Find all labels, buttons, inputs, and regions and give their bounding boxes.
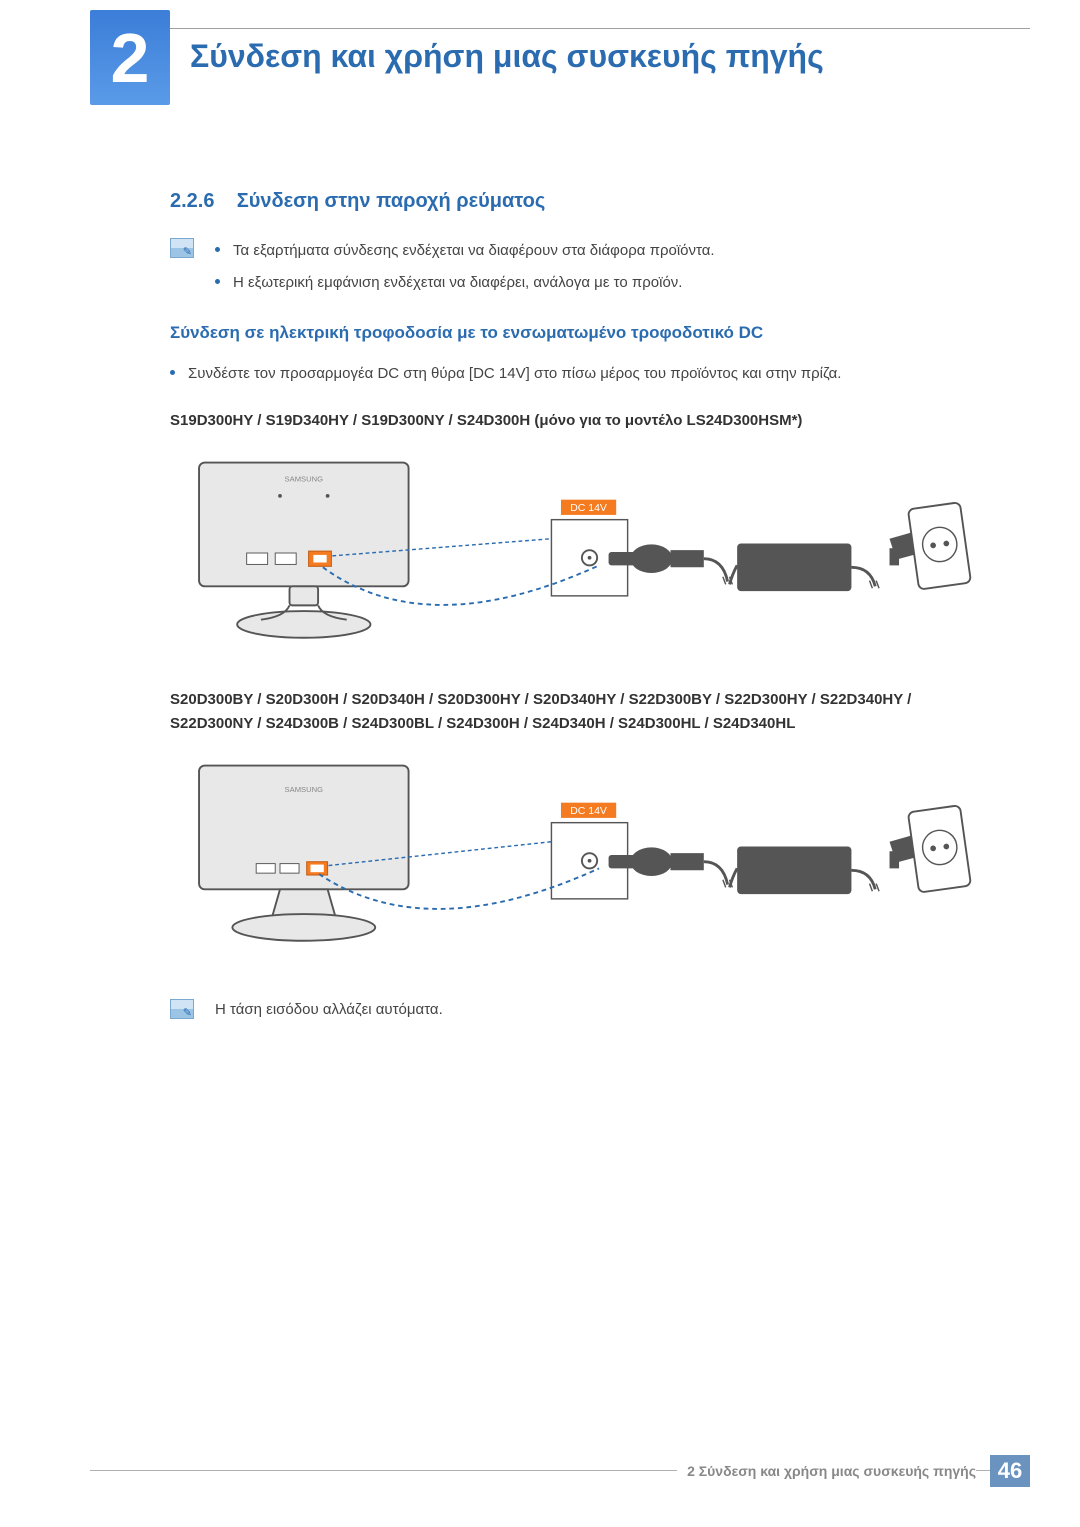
footer-text: 2 Σύνδεση και χρήση μιας συσκευής πηγής [677, 1463, 976, 1479]
port-label: DC 14V [570, 806, 607, 817]
section-heading: 2.2.6 Σύνδεση στην παροχή ρεύματος [170, 190, 990, 213]
svg-text:SAMSUNG: SAMSUNG [285, 474, 324, 483]
connection-diagram-2: SAMSUNG DC 14V [170, 756, 990, 956]
chapter-badge: 2 [90, 10, 170, 105]
page-content: 2.2.6 Σύνδεση στην παροχή ρεύματος Τα εξ… [170, 190, 990, 1018]
chapter-title: Σύνδεση και χρήση μιας συσκευής πηγής [190, 38, 824, 75]
connection-diagram-1: SAMSUNG DC 14V [170, 453, 990, 653]
header-rule [90, 28, 1030, 29]
sub-heading: Σύνδεση σε ηλεκτρική τροφοδοσία με το εν… [170, 323, 990, 343]
page-number: 46 [990, 1455, 1030, 1487]
note-icon [170, 999, 194, 1019]
chapter-number: 2 [111, 18, 150, 98]
model-list-1: S19D300HY / S19D340HY / S19D300NY / S24D… [170, 409, 990, 433]
footer-right: 2 Σύνδεση και χρήση μιας συσκευής πηγής … [677, 1455, 1030, 1487]
bottom-note-text: Η τάση εισόδου αλλάζει αυτόματα. [215, 1001, 443, 1018]
note-item: Η εξωτερική εμφάνιση ενδέχεται να διαφέρ… [215, 270, 990, 296]
section-number: 2.2.6 [170, 190, 214, 212]
bottom-note: Η τάση εισόδου αλλάζει αυτόματα. [170, 1001, 990, 1018]
note-block: Τα εξαρτήματα σύνδεσης ενδέχεται να διαφ… [170, 238, 990, 295]
section-title: Σύνδεση στην παροχή ρεύματος [237, 190, 546, 212]
page-footer: 2 Σύνδεση και χρήση μιας συσκευής πηγής … [90, 1455, 1030, 1487]
note-icon [170, 238, 194, 258]
body-bullet-list: Συνδέστε τον προσαρμογέα DC στη θύρα [DC… [170, 361, 990, 387]
body-bullet-item: Συνδέστε τον προσαρμογέα DC στη θύρα [DC… [170, 361, 990, 387]
svg-text:SAMSUNG: SAMSUNG [285, 785, 324, 794]
port-label: DC 14V [570, 503, 607, 514]
note-list: Τα εξαρτήματα σύνδεσης ενδέχεται να διαφ… [215, 238, 990, 295]
note-item: Τα εξαρτήματα σύνδεσης ενδέχεται να διαφ… [215, 238, 990, 264]
model-list-2: S20D300BY / S20D300H / S20D340H / S20D30… [170, 688, 990, 736]
